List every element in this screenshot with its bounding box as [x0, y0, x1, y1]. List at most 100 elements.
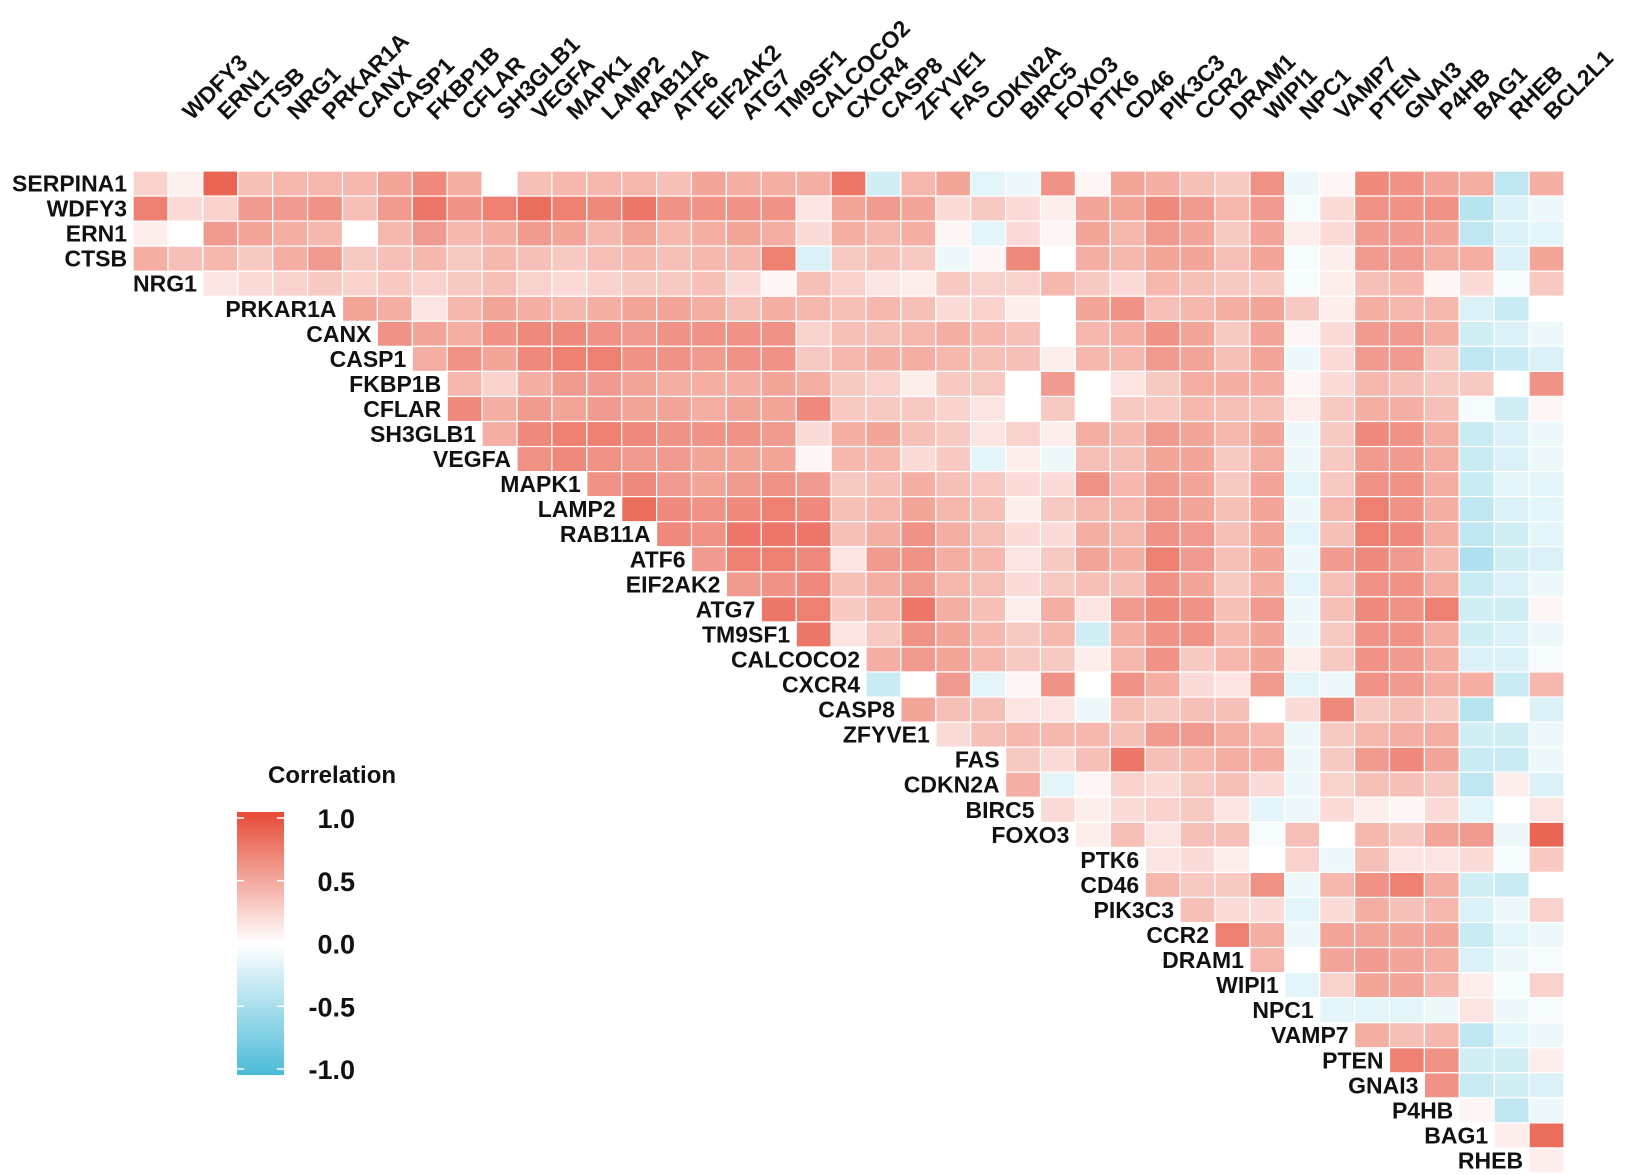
row-label: VAMP7: [1271, 1022, 1349, 1048]
heatmap-cell: [1144, 420, 1181, 448]
heatmap-cell: [865, 646, 902, 673]
heatmap-cell: [690, 420, 728, 448]
heatmap-cell: [586, 170, 623, 197]
heatmap-cell: [411, 295, 448, 322]
row-label: CASP8: [818, 697, 895, 723]
heatmap-cell: [1423, 746, 1460, 773]
heatmap-cell: [551, 220, 588, 247]
row-label: CANX: [306, 321, 372, 347]
heatmap-cell: [376, 270, 413, 297]
row-label: ATG7: [696, 596, 756, 622]
heatmap-cell: [760, 195, 797, 222]
heatmap-cell: [690, 546, 728, 573]
heatmap-cell: [1249, 921, 1286, 949]
heatmap-cell: [1458, 295, 1495, 322]
heatmap-cell: [1528, 195, 1565, 222]
heatmap-cell: [655, 245, 693, 272]
heatmap-cell: [865, 671, 902, 698]
heatmap-cell: [1144, 521, 1181, 548]
heatmap-cell: [865, 370, 902, 398]
heatmap-cell: [1249, 596, 1286, 623]
heatmap-cell: [446, 295, 483, 322]
heatmap-cell: [1144, 671, 1181, 698]
heatmap-cell: [1528, 445, 1565, 473]
heatmap-cell: [1388, 270, 1426, 297]
heatmap-cell: [655, 170, 693, 197]
heatmap-cell: [1109, 821, 1146, 848]
heatmap-cell: [1109, 496, 1146, 523]
heatmap-cell: [795, 170, 832, 197]
heatmap-cell: [1249, 871, 1286, 899]
heatmap-cell: [1284, 471, 1321, 498]
heatmap-cell: [1493, 971, 1530, 999]
heatmap-cell: [481, 370, 518, 398]
heatmap-cell: [1353, 320, 1391, 347]
heatmap-cell: [1458, 195, 1495, 222]
heatmap-cell: [1179, 245, 1216, 272]
heatmap-cell: [1074, 370, 1111, 398]
heatmap-cell: [690, 245, 728, 272]
heatmap-cell: [621, 395, 658, 423]
heatmap-cell: [1074, 170, 1111, 197]
heatmap-cell: [341, 220, 379, 247]
heatmap-cell: [167, 170, 204, 197]
heatmap-cell: [1458, 1072, 1495, 1099]
heatmap-cell: [1423, 596, 1460, 623]
heatmap-cell: [1249, 395, 1286, 423]
heatmap-cell: [1039, 370, 1077, 398]
heatmap-cell: [1528, 320, 1565, 347]
heatmap-cell: [341, 245, 379, 272]
heatmap-cell: [1144, 395, 1181, 423]
heatmap-cell: [1493, 946, 1530, 974]
heatmap-cell: [1528, 220, 1565, 247]
heatmap-cell: [725, 445, 762, 473]
heatmap-cell: [865, 270, 902, 297]
heatmap-cell: [1319, 546, 1356, 573]
heatmap-cell: [1319, 245, 1356, 272]
heatmap-cell: [1144, 821, 1181, 848]
heatmap-cell: [970, 696, 1007, 723]
heatmap-cell: [1458, 170, 1495, 197]
heatmap-cell: [1423, 671, 1460, 698]
heatmap-cell: [1284, 796, 1321, 823]
heatmap-cell: [1423, 1047, 1460, 1074]
heatmap-cell: [1528, 696, 1565, 723]
heatmap-cell: [1423, 796, 1460, 823]
heatmap-cell: [1319, 370, 1356, 398]
legend-title: Correlation: [268, 762, 396, 789]
heatmap-cell: [1493, 596, 1530, 623]
heatmap-cell: [1249, 821, 1286, 848]
heatmap-cell: [1353, 270, 1391, 297]
heatmap-cell: [1074, 546, 1111, 573]
heatmap-cell: [690, 496, 728, 523]
heatmap-cell: [1004, 195, 1042, 222]
heatmap-cell: [690, 445, 728, 473]
heatmap-cell: [586, 295, 623, 322]
heatmap-cell: [1388, 370, 1426, 398]
heatmap-cell: [1074, 521, 1111, 548]
heatmap-cell: [725, 546, 762, 573]
heatmap-cell: [1109, 445, 1146, 473]
heatmap-cell: [132, 170, 169, 197]
heatmap-cell: [1249, 320, 1286, 347]
heatmap-cell: [446, 245, 483, 272]
heatmap-cell: [1144, 195, 1181, 222]
heatmap-cell: [1004, 671, 1042, 698]
heatmap-cell: [1039, 546, 1077, 573]
heatmap-cell: [621, 270, 658, 297]
heatmap-cell: [446, 170, 483, 197]
heatmap-cell: [1284, 345, 1321, 373]
heatmap-cell: [1423, 521, 1460, 548]
heatmap-cell: [376, 295, 413, 322]
heatmap-cell: [202, 195, 239, 222]
heatmap-cell: [1423, 471, 1460, 498]
heatmap-cell: [237, 195, 274, 222]
heatmap-cell: [1319, 420, 1356, 448]
heatmap-cell: [1353, 896, 1391, 924]
heatmap-cell: [446, 345, 483, 373]
heatmap-cell: [1074, 771, 1111, 798]
heatmap-cell: [1458, 395, 1495, 423]
heatmap-cell: [830, 320, 867, 347]
heatmap-cell: [1214, 871, 1251, 899]
heatmap-cell: [1493, 721, 1530, 748]
